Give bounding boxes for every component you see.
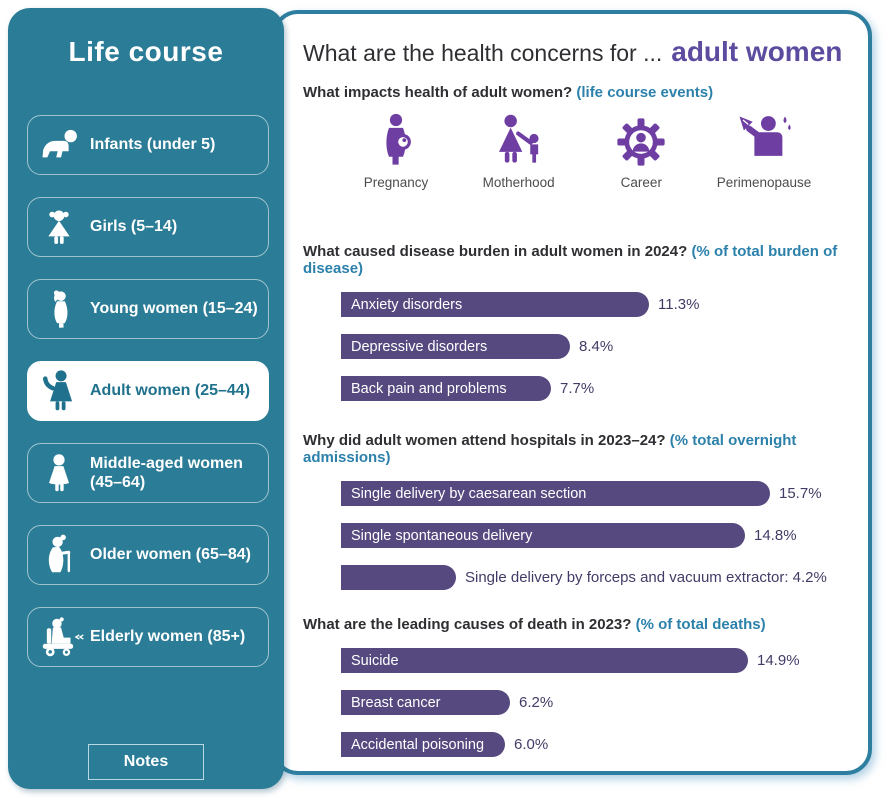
page-title-highlight: adult women (671, 36, 843, 67)
life-course-events-row: Pregnancy Motherhood (340, 110, 820, 190)
page-title: What are the health concerns for ... adu… (303, 36, 842, 68)
career-icon (613, 110, 669, 170)
section-disease-burden: What caused disease burden in adult wome… (303, 243, 854, 418)
bar-row: Single delivery by caesarean section 15.… (341, 481, 854, 506)
section-question: What are the leading causes of death in … (303, 616, 632, 633)
bar-label: Single spontaneous delivery (351, 527, 533, 544)
bar-label: Back pain and problems (351, 380, 507, 397)
event-label: Perimenopause (716, 175, 812, 190)
bar: Back pain and problems (341, 376, 551, 401)
bar-value: 15.7% (779, 485, 822, 502)
bar-chart-disease-burden: Anxiety disorders 11.3% Depressive disor… (341, 292, 854, 401)
event-perimenopause: Perimenopause (708, 110, 820, 190)
bar-row: Back pain and problems 7.7% (341, 376, 854, 401)
event-label: Career (620, 175, 662, 190)
motherhood-icon (489, 110, 549, 170)
section-heading: What caused disease burden in adult wome… (303, 243, 854, 277)
bar-value: 11.3% (658, 296, 700, 313)
section-hospital-admissions: Why did adult women attend hospitals in … (303, 432, 854, 607)
event-motherhood: Motherhood (463, 110, 575, 190)
sidebar-item-adult-women[interactable]: Adult women (25–44) (27, 361, 269, 421)
section-qualifier: (% of total burden of disease) (303, 243, 838, 277)
bar: Anxiety disorders (341, 292, 649, 317)
event-label: Motherhood (482, 175, 555, 190)
bar: Single delivery by caesarean section (341, 481, 770, 506)
events-question-qualifier: (life course events) (576, 84, 714, 101)
bar-row: Anxiety disorders 11.3% (341, 292, 854, 317)
bar-value: 14.9% (757, 652, 800, 669)
bar: Accidental poisoning (341, 732, 505, 757)
bar: Suicide (341, 648, 748, 673)
sidebar-item-label: Older women (65–84) (90, 546, 251, 564)
sidebar-item-label: Girls (5–14) (90, 218, 178, 236)
middle-aged-woman-icon (28, 448, 90, 498)
bar-row: Depressive disorders 8.4% (341, 334, 854, 359)
bar: Single spontaneous delivery (341, 523, 745, 548)
sidebar-item-elderly-women[interactable]: Elderly women (85+) (27, 607, 269, 667)
young-woman-icon (28, 284, 90, 334)
main-panel: What are the health concerns for ... adu… (272, 10, 872, 775)
section-question: What caused disease burden in adult wome… (303, 243, 688, 260)
sidebar-title: Life course (68, 36, 224, 67)
page-title-prefix: What are the health concerns for ... (303, 40, 663, 66)
bar-label: Anxiety disorders (351, 296, 463, 313)
bar-row: Single spontaneous delivery 14.8% (341, 523, 854, 548)
bar-value: 6.2% (519, 694, 554, 711)
perimenopause-icon (736, 110, 792, 170)
section-heading: Why did adult women attend hospitals in … (303, 432, 854, 466)
baby-crawling-icon (28, 126, 90, 164)
adult-woman-icon (28, 366, 90, 416)
sidebar-item-infants[interactable]: Infants (under 5) (27, 115, 269, 175)
sidebar-item-label: Adult women (25–44) (90, 382, 251, 400)
sidebar-item-girls[interactable]: Girls (5–14) (27, 197, 269, 257)
bar-row: Accidental poisoning 6.0% (341, 732, 854, 757)
sidebar-item-label: Infants (under 5) (90, 136, 216, 154)
bar-value: 7.7% (560, 380, 595, 397)
sidebar-item-label: Young women (15–24) (90, 300, 258, 318)
bar-value: 8.4% (579, 338, 614, 355)
bar-label: Breast cancer (351, 694, 441, 711)
bar (341, 565, 456, 590)
sidebar-item-young-women[interactable]: Young women (15–24) (27, 279, 269, 339)
section-causes-of-death: What are the leading causes of death in … (303, 616, 854, 774)
bar-row: Single delivery by forceps and vacuum ex… (341, 565, 854, 590)
notes-button[interactable]: Notes (88, 744, 204, 780)
section-qualifier: (% of total deaths) (635, 616, 766, 633)
sidebar-item-label: Elderly women (85+) (90, 628, 246, 646)
bar: Depressive disorders (341, 334, 570, 359)
event-label: Pregnancy (363, 175, 429, 190)
sidebar-item-label: Middle-aged women (45–64) (90, 454, 243, 491)
sidebar-item-older-women[interactable]: Older women (65–84) (27, 525, 269, 585)
bar-chart-causes-of-death: Suicide 14.9% Breast cancer 6.2% Acciden… (341, 648, 854, 757)
event-career: Career (585, 110, 697, 190)
bar-label: Depressive disorders (351, 338, 488, 355)
bar-value: Single delivery by forceps and vacuum ex… (465, 569, 827, 586)
bar-label: Accidental poisoning (351, 736, 485, 753)
sidebar-item-middle-aged-women[interactable]: Middle-aged women (45–64) (27, 443, 269, 503)
bar-label: Suicide (351, 652, 399, 669)
bar: Breast cancer (341, 690, 510, 715)
elderly-woman-scooter-icon (28, 616, 90, 658)
bar-row: Breast cancer 6.2% (341, 690, 854, 715)
girl-icon (28, 203, 90, 251)
section-heading: What are the leading causes of death in … (303, 616, 854, 633)
older-woman-cane-icon (28, 530, 90, 580)
bar-chart-hospital-admissions: Single delivery by caesarean section 15.… (341, 481, 854, 590)
bar-value: 6.0% (514, 736, 549, 753)
bar-label: Single delivery by caesarean section (351, 485, 587, 502)
sidebar-nav: Infants (under 5) Girls (5–14) (27, 115, 269, 689)
event-pregnancy: Pregnancy (340, 110, 452, 190)
life-course-sidebar: Life course Infants (under 5) (8, 8, 284, 789)
bar-row: Suicide 14.9% (341, 648, 854, 673)
pregnancy-icon (375, 110, 417, 170)
bar-value: 14.8% (754, 527, 797, 544)
events-question-text: What impacts health of adult women? (303, 84, 573, 101)
section-question: Why did adult women attend hospitals in … (303, 432, 666, 449)
section-qualifier: (% total overnight admissions) (303, 432, 797, 466)
events-question: What impacts health of adult women? (lif… (303, 84, 713, 101)
